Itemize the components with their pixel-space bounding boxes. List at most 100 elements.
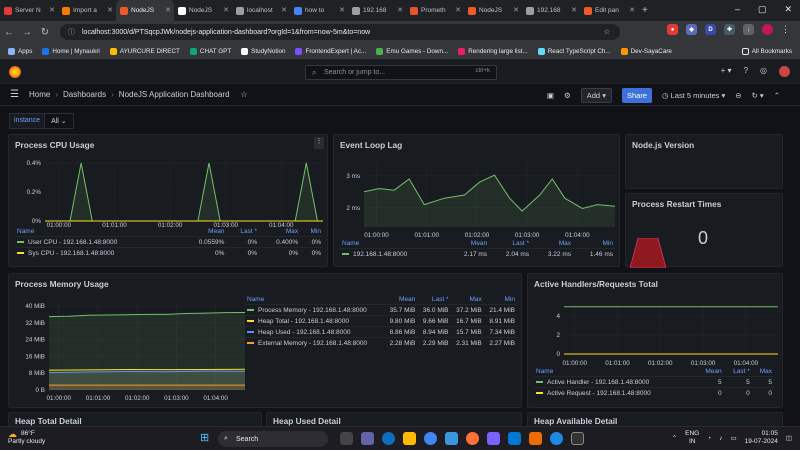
url-field[interactable]: ⓘ localhost:3000/d/PTSqcpJWk/nodejs-appl… — [60, 24, 620, 40]
reload-icon[interactable]: ↻ — [40, 26, 50, 38]
battery-icon[interactable]: ▭ — [730, 435, 737, 442]
legend-header[interactable]: Last * — [733, 368, 750, 375]
bookmark-item[interactable]: StudyNotion — [241, 47, 285, 55]
favorite-star-icon[interactable]: ☆ — [240, 90, 248, 99]
tab-close-icon[interactable]: ✕ — [281, 7, 287, 14]
browser-tab[interactable]: Prometh ✕ — [406, 0, 464, 21]
wifi-icon[interactable]: ◔ — [707, 434, 712, 442]
legend-header[interactable]: Max — [469, 296, 482, 303]
legend-header[interactable]: Name — [247, 296, 265, 303]
edge-icon[interactable] — [382, 432, 395, 445]
breadcrumb-dashboards[interactable]: Dashboards — [62, 90, 107, 99]
legend-header[interactable]: Mean — [705, 368, 722, 375]
legend-header[interactable]: Min — [602, 240, 613, 247]
bookmark-item[interactable]: Apps — [8, 47, 32, 55]
task-view-icon[interactable] — [340, 432, 353, 445]
legend-header[interactable]: Min — [504, 296, 515, 303]
browser-tab[interactable]: 192.168 ✕ — [522, 0, 580, 21]
tab-close-icon[interactable]: ✕ — [571, 7, 577, 14]
tab-close-icon[interactable]: ✕ — [49, 7, 55, 14]
browser-tab[interactable]: how to ✕ — [290, 0, 348, 21]
legend-row[interactable]: Heap Used - 192.168.1.48:8000 8.86 MiB 8.9… — [245, 326, 517, 338]
legend-row[interactable]: 192.168.1.48:8000 2.17 ms 2.04 ms 3.22 ms 1.… — [340, 248, 615, 259]
extension-icon[interactable]: D — [705, 24, 716, 35]
help-icon[interactable]: ? — [743, 66, 749, 75]
legend-row[interactable]: Sys CPU - 192.168.1.48:8000 0% 0% 0% 0% — [15, 247, 323, 258]
tab-close-icon[interactable]: ✕ — [107, 7, 113, 14]
legend-header[interactable]: Mean — [399, 296, 416, 303]
bookmark-item[interactable]: Rendering large list... — [458, 47, 528, 55]
tab-close-icon[interactable]: ✕ — [629, 7, 635, 14]
firefox-icon[interactable] — [466, 432, 479, 445]
vscode-icon[interactable] — [508, 432, 521, 445]
legend-header[interactable]: Name — [536, 368, 554, 375]
legend-header[interactable]: Last * — [240, 228, 257, 235]
back-icon[interactable]: ← — [4, 26, 14, 38]
app-icon[interactable] — [550, 432, 563, 445]
browser-tab[interactable]: Edit pan ✕ — [580, 0, 638, 21]
bookmark-item[interactable]: FrontendExpert | Ac... — [295, 47, 366, 55]
legend-header[interactable]: Min — [310, 228, 321, 235]
menu-hamburger-icon[interactable]: ☰ — [10, 89, 19, 100]
browser-tab[interactable]: NodeJS ✕ — [174, 0, 232, 21]
postman-icon[interactable] — [529, 432, 542, 445]
profile-avatar[interactable] — [762, 24, 773, 35]
add-button[interactable]: Add ▾ — [580, 88, 612, 103]
language-indicator[interactable]: ENG IN — [685, 430, 700, 445]
windows-start-icon[interactable]: ⊞ — [200, 432, 210, 444]
browser-tab[interactable]: 192.168 ✕ — [348, 0, 406, 21]
new-tab-icon[interactable]: + — [642, 5, 648, 16]
browser-tab[interactable]: Server N ✕ — [0, 0, 58, 21]
browser-tab[interactable]: NodeJS ✕ — [464, 0, 522, 21]
bookmark-item[interactable]: Home | Mynaukri — [42, 47, 100, 55]
file-explorer-icon[interactable] — [403, 432, 416, 445]
close-icon[interactable]: ✕ — [784, 4, 792, 14]
legend-header[interactable]: Max — [285, 228, 299, 235]
legend-header[interactable]: Name — [342, 240, 360, 247]
download-icon[interactable]: ↓ — [743, 24, 754, 35]
browser-tab[interactable]: localhost ✕ — [232, 0, 290, 21]
browser-tab[interactable]: NodeJS ✕ — [116, 0, 174, 21]
notification-icon[interactable]: ◫ — [785, 435, 792, 442]
browser-menu-icon[interactable]: ⋮ — [781, 24, 790, 34]
extension-icon[interactable]: ◆ — [686, 24, 697, 35]
tab-close-icon[interactable]: ✕ — [513, 7, 519, 14]
variable-dropdown[interactable]: All ⌄ — [45, 113, 74, 129]
minimize-icon[interactable]: – — [734, 4, 740, 14]
bookmark-item[interactable]: React TypeScript Ch... — [537, 47, 611, 55]
app-icon[interactable] — [487, 432, 500, 445]
legend-row[interactable]: Process Memory - 192.168.1.48:8000 35.7 M… — [245, 304, 517, 316]
tray-chevron-icon[interactable]: ⌃ — [671, 435, 678, 442]
maximize-icon[interactable]: ▢ — [757, 4, 767, 14]
search-input[interactable]: ⌕ Search or jump to... ctrl+k — [305, 65, 497, 80]
legend-row[interactable]: External Memory - 192.168.1.48:8000 2.28 … — [245, 337, 517, 348]
grafana-logo-icon[interactable] — [9, 66, 21, 78]
tab-close-icon[interactable]: ✕ — [397, 7, 403, 14]
bookmark-item[interactable]: AYURCURE DIRECT — [109, 47, 180, 55]
extension-icon[interactable]: ● — [667, 24, 678, 35]
bookmark-item[interactable]: Emu Games - Down... — [376, 47, 448, 55]
bookmark-item[interactable]: Dev-SayaCare — [620, 47, 672, 55]
forward-icon[interactable]: → — [22, 26, 32, 38]
legend-row[interactable]: Active Request - 192.168.1.48:8000 0 0 0 — [534, 387, 774, 398]
taskbar-search[interactable]: ⌕ Search — [218, 431, 328, 447]
legend-header[interactable]: Max — [558, 240, 571, 247]
site-info-icon[interactable]: ⓘ — [68, 29, 75, 36]
legend-header[interactable]: Mean — [208, 228, 225, 235]
tab-close-icon[interactable]: ✕ — [223, 7, 229, 14]
refresh-icon[interactable]: ↻ ▾ — [751, 91, 764, 100]
collapse-icon[interactable]: ⌃ — [773, 91, 780, 100]
legend-row[interactable]: User CPU - 192.168.1.48:8000 0.0559% 0% 0.4… — [15, 236, 323, 248]
new-plus-icon[interactable]: + ▾ — [720, 66, 732, 75]
panel-menu-icon[interactable]: ⋮ — [314, 137, 324, 149]
browser-tab[interactable]: Import a ✕ — [58, 0, 116, 21]
extensions-puzzle-icon[interactable]: ✚ — [724, 24, 735, 35]
volume-icon[interactable]: ♪ — [719, 434, 723, 442]
legend-header[interactable]: Last * — [512, 240, 530, 247]
weather-widget[interactable]: ☁ 86°F Partly cloudy — [8, 429, 46, 446]
legend-row[interactable]: Heap Total - 192.168.1.48:8000 9.80 MiB 9.… — [245, 315, 517, 327]
tab-close-icon[interactable]: ✕ — [455, 7, 461, 14]
legend-header[interactable]: Max — [759, 368, 772, 375]
legend-header[interactable]: Mean — [470, 240, 488, 247]
zoom-out-icon[interactable]: ⊖ — [735, 91, 742, 100]
